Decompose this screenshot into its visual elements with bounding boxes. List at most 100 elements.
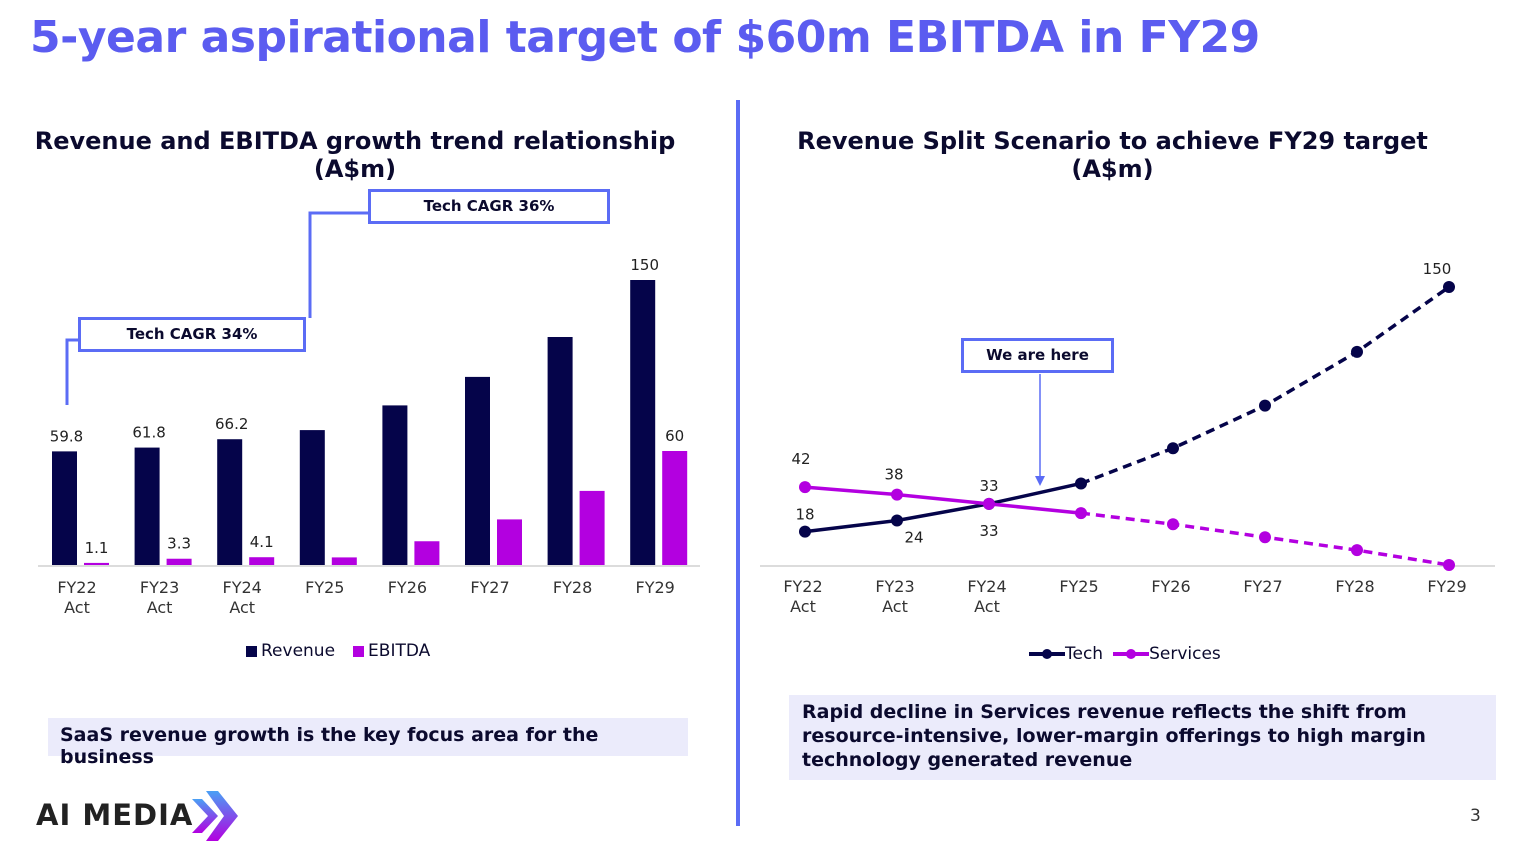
services-data-point xyxy=(1167,518,1179,531)
ebitda-data-label: 3.3 xyxy=(167,535,191,553)
ebitda-bar xyxy=(84,562,109,565)
x-tick-label: FY28 xyxy=(1335,577,1374,596)
tech-data-label: 24 xyxy=(904,529,923,547)
ebitda-bar xyxy=(166,558,192,565)
cagr36-connector xyxy=(308,211,370,318)
x-tick-label: FY27 xyxy=(470,578,509,597)
page-number: 3 xyxy=(1470,806,1481,826)
services-legend-line-icon xyxy=(1113,649,1150,659)
tech-data-point xyxy=(891,514,903,527)
revenue-data-label: 59.8 xyxy=(50,427,83,445)
x-tick-label: FY22 xyxy=(783,577,822,596)
services-data-point xyxy=(1075,507,1087,520)
ebitda-bar xyxy=(662,451,688,565)
tech-actual-line xyxy=(804,481,1082,534)
x-tick-label: FY28 xyxy=(553,578,592,597)
we-are-here-callout: We are here xyxy=(961,338,1114,373)
revenue-data-label: 66.2 xyxy=(215,415,248,433)
tech-data-point xyxy=(1443,281,1455,293)
revenue-bar xyxy=(630,280,656,565)
revenue-data-label: 150 xyxy=(630,256,659,274)
left-chart-title-line2: (A$m) xyxy=(313,155,397,183)
x-tick-label: FY24 xyxy=(967,577,1006,596)
x-tick-label: Act xyxy=(882,597,908,616)
legend-ebitda: EBITDA xyxy=(368,641,431,661)
x-tick-label: FY29 xyxy=(636,578,675,597)
right-chart-title: Revenue Split Scenario to achieve FY29 t… xyxy=(770,127,1455,183)
services-data-point xyxy=(799,481,811,494)
x-tick-label: FY27 xyxy=(1243,577,1282,596)
legend-services: Services xyxy=(1149,644,1221,664)
legend-tech: Tech xyxy=(1065,644,1104,664)
x-tick-label: Act xyxy=(790,597,816,616)
ai-media-logo: AI MEDIA xyxy=(36,798,194,832)
x-tick-label: FY24 xyxy=(223,578,262,597)
services-data-point xyxy=(1259,531,1271,544)
left-chart-title: Revenue and EBITDA growth trend relation… xyxy=(20,127,690,183)
right-chart-title-line2: (A$m) xyxy=(1071,155,1154,183)
x-tick-label: FY22 xyxy=(57,578,96,597)
services-data-label: 42 xyxy=(791,450,810,468)
tech-forecast-line xyxy=(1080,285,1451,486)
tech-data-label: 18 xyxy=(795,506,814,524)
left-chart-title-line1: Revenue and EBITDA growth trend relation… xyxy=(34,127,676,155)
left-bar-chart: 59.81.1FY22Act61.83.3FY23Act66.24.1FY24A… xyxy=(38,256,700,617)
revenue-legend-swatch-icon xyxy=(246,645,257,657)
right-chart-title-line1: Revenue Split Scenario to achieve FY29 t… xyxy=(797,127,1428,155)
services-data-point xyxy=(983,497,995,510)
left-note: SaaS revenue growth is the key focus are… xyxy=(48,718,688,768)
x-tick-label: FY26 xyxy=(388,578,427,597)
ebitda-bar xyxy=(579,490,605,565)
right-note: Rapid decline in Services revenue reflec… xyxy=(789,695,1496,780)
tech-data-point xyxy=(1167,442,1179,455)
x-tick-label: Act xyxy=(64,598,90,617)
we-are-here-arrowhead-icon xyxy=(1035,476,1045,486)
tech-cagr-36-callout: Tech CAGR 36% xyxy=(368,189,610,224)
services-data-point xyxy=(1351,544,1363,557)
legend-revenue: Revenue xyxy=(261,641,336,661)
x-tick-label: FY23 xyxy=(140,578,179,597)
vertical-divider xyxy=(736,100,740,826)
revenue-bar xyxy=(465,376,490,565)
ebitda-legend-swatch-icon xyxy=(353,645,365,657)
ebitda-data-label: 4.1 xyxy=(250,533,274,551)
services-data-label: 38 xyxy=(884,466,903,484)
services-data-point xyxy=(891,488,903,501)
services-actual-line xyxy=(804,485,1082,515)
services-data-point xyxy=(1443,559,1455,571)
tech-data-point xyxy=(799,525,811,538)
ebitda-data-label: 1.1 xyxy=(85,539,109,557)
left-chart-legend: Revenue EBITDA xyxy=(246,641,430,661)
x-tick-label: Act xyxy=(229,598,255,617)
services-data-label: 33 xyxy=(979,477,998,495)
tech-data-label: 150 xyxy=(1423,260,1452,278)
x-tick-label: FY23 xyxy=(875,577,914,596)
ebitda-bar xyxy=(331,557,357,565)
tech-cagr-34-callout: Tech CAGR 34% xyxy=(78,317,306,352)
tech-data-label: 33 xyxy=(979,522,998,540)
x-tick-label: Act xyxy=(147,598,173,617)
revenue-bar xyxy=(382,405,408,565)
right-chart-legend: Tech Services xyxy=(1029,644,1221,664)
revenue-bar xyxy=(547,337,573,565)
logo-chevrons-icon xyxy=(192,791,238,841)
tech-data-point xyxy=(1075,477,1087,490)
x-tick-label: FY26 xyxy=(1151,577,1190,596)
revenue-bar xyxy=(217,439,243,565)
x-tick-label: Act xyxy=(974,597,1000,616)
revenue-data-label: 61.8 xyxy=(132,424,165,442)
revenue-bar xyxy=(299,430,325,565)
tech-data-point xyxy=(1259,399,1271,412)
tech-data-point xyxy=(1351,345,1363,358)
ebitda-bar xyxy=(249,557,275,565)
revenue-bar xyxy=(52,451,77,565)
ebitda-bar xyxy=(414,541,440,565)
ebitda-bar xyxy=(497,519,522,565)
tech-legend-line-icon xyxy=(1029,649,1065,659)
slide-title: 5-year aspirational target of $60m EBITD… xyxy=(30,12,1260,63)
cagr34-connector xyxy=(65,338,80,405)
ebitda-data-label: 60 xyxy=(665,427,684,445)
revenue-bar xyxy=(134,447,160,565)
